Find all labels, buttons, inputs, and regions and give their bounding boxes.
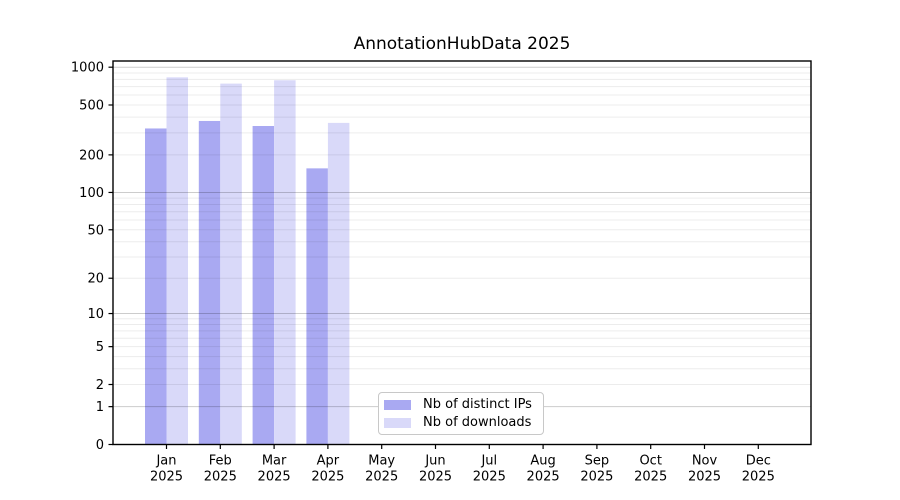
x-tick-label-month: Sep: [585, 454, 610, 469]
x-tick-label-month: Feb: [209, 454, 232, 469]
x-tick-label-month: Nov: [692, 454, 718, 469]
bar-apr-downloads: [327, 122, 350, 445]
x-tick-label-month: Aug: [530, 454, 555, 469]
x-tick-label-year: 2025: [742, 470, 775, 485]
y-tick-label: 0: [96, 438, 104, 453]
x-tick-label-year: 2025: [419, 470, 452, 485]
bar-mar-distinct-ips: [252, 126, 275, 445]
y-tick-label: 100: [79, 186, 104, 201]
bar-mar-downloads: [274, 80, 296, 445]
x-tick-label-year: 2025: [204, 470, 237, 485]
x-tick-label-month: May: [368, 454, 395, 469]
legend-label-distinct-ips: Nb of distinct IPs: [423, 396, 532, 412]
x-tick-label-year: 2025: [258, 470, 291, 485]
legend-item-distinct-ips: Nb of distinct IPs: [384, 396, 543, 412]
legend-item-downloads: Nb of downloads: [384, 414, 543, 430]
bar-feb-downloads: [220, 83, 242, 445]
y-tick-label: 20: [87, 272, 104, 287]
bar-apr-distinct-ips: [306, 168, 328, 445]
x-tick-label-month: Jan: [155, 454, 176, 469]
x-tick-label-year: 2025: [365, 470, 398, 485]
y-tick-label: 10: [87, 307, 104, 322]
legend-swatch-downloads: [384, 417, 411, 428]
x-tick-label-year: 2025: [580, 470, 613, 485]
x-tick-label-year: 2025: [473, 470, 506, 485]
bar-feb-distinct-ips: [198, 120, 221, 445]
bar-jan-distinct-ips: [145, 128, 167, 445]
x-tick-label-year: 2025: [311, 470, 344, 485]
y-tick-label: 200: [79, 148, 104, 163]
y-tick-label: 5: [96, 340, 104, 355]
plot-frame: [112, 60, 812, 446]
legend-swatch-distinct-ips: [384, 399, 411, 410]
x-tick-label-month: Apr: [317, 454, 340, 469]
y-tick-label: 1000: [71, 61, 104, 76]
x-tick-label-month: Mar: [262, 454, 287, 469]
y-tick-label: 500: [79, 98, 104, 113]
x-tick-label-month: Oct: [639, 454, 661, 469]
x-tick-label-year: 2025: [634, 470, 667, 485]
legend-label-downloads: Nb of downloads: [423, 414, 532, 430]
bar-jan-downloads: [166, 77, 188, 445]
x-tick-label-month: Jul: [480, 454, 497, 469]
x-tick-label-month: Jun: [424, 454, 445, 469]
y-tick-label: 1: [96, 400, 104, 415]
x-tick-label-year: 2025: [527, 470, 560, 485]
legend: Nb of distinct IPs Nb of downloads: [378, 392, 544, 435]
y-tick-label: 2: [96, 378, 104, 393]
x-tick-label-month: Dec: [746, 454, 771, 469]
y-tick-label: 50: [87, 223, 104, 238]
x-tick-label-year: 2025: [688, 470, 721, 485]
x-tick-label-year: 2025: [150, 470, 183, 485]
chart-title: AnnotationHubData 2025: [353, 34, 571, 54]
